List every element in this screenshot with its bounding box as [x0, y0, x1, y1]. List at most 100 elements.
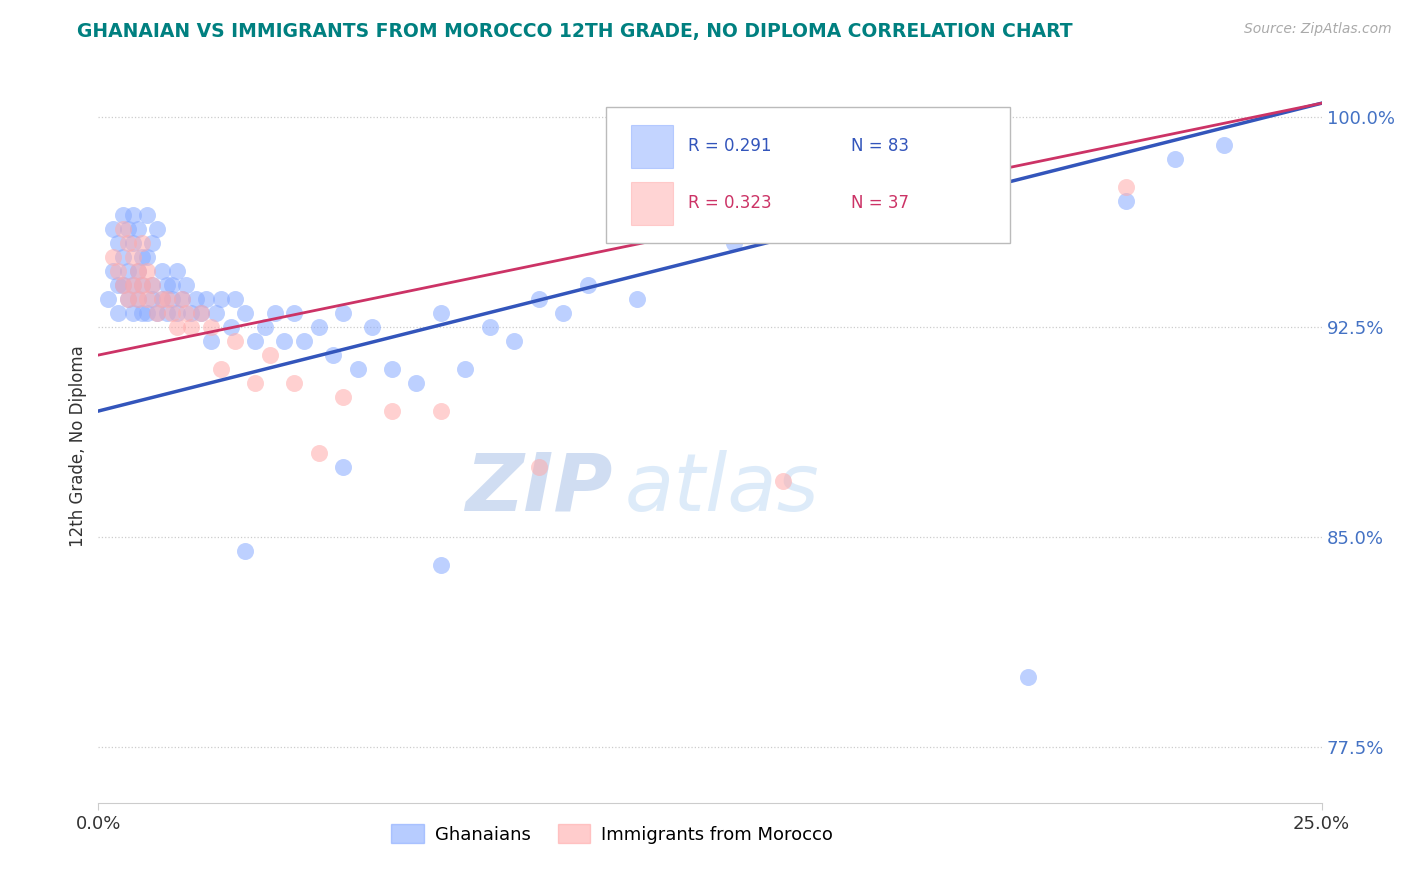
- Point: [136, 306, 159, 320]
- Point: [121, 250, 143, 264]
- Bar: [630, 125, 673, 168]
- Point: [1115, 180, 1137, 194]
- Text: atlas: atlas: [624, 450, 820, 528]
- Text: Source: ZipAtlas.com: Source: ZipAtlas.com: [1244, 22, 1392, 37]
- Point: [576, 278, 599, 293]
- Point: [195, 292, 218, 306]
- Point: [200, 320, 222, 334]
- Legend: Ghanaians, Immigrants from Morocco: Ghanaians, Immigrants from Morocco: [384, 817, 841, 851]
- Text: N = 37: N = 37: [851, 194, 908, 212]
- Point: [273, 334, 295, 348]
- Point: [127, 264, 149, 278]
- Point: [170, 292, 193, 306]
- Point: [243, 376, 266, 390]
- Point: [219, 320, 242, 334]
- Point: [156, 278, 179, 293]
- Point: [1115, 194, 1137, 208]
- Point: [111, 278, 134, 293]
- Point: [821, 194, 844, 208]
- Point: [111, 222, 134, 236]
- Point: [503, 334, 526, 348]
- Point: [117, 222, 139, 236]
- Point: [127, 292, 149, 306]
- Bar: [630, 182, 673, 225]
- Point: [107, 236, 129, 251]
- Point: [243, 334, 266, 348]
- Point: [263, 306, 285, 320]
- Point: [553, 306, 575, 320]
- Text: R = 0.291: R = 0.291: [688, 137, 772, 155]
- Point: [1164, 152, 1187, 166]
- Point: [224, 334, 246, 348]
- Point: [253, 320, 276, 334]
- Point: [430, 306, 453, 320]
- Point: [176, 278, 198, 293]
- Point: [117, 292, 139, 306]
- Point: [136, 264, 159, 278]
- Text: GHANAIAN VS IMMIGRANTS FROM MOROCCO 12TH GRADE, NO DIPLOMA CORRELATION CHART: GHANAIAN VS IMMIGRANTS FROM MOROCCO 12TH…: [77, 22, 1073, 41]
- Point: [117, 264, 139, 278]
- Text: ZIP: ZIP: [465, 450, 612, 528]
- Point: [160, 278, 183, 293]
- Point: [101, 250, 124, 264]
- Point: [224, 292, 246, 306]
- Point: [131, 278, 153, 293]
- Point: [150, 292, 173, 306]
- Point: [127, 222, 149, 236]
- Point: [308, 320, 330, 334]
- Point: [141, 278, 163, 293]
- Point: [107, 264, 129, 278]
- Point: [131, 278, 153, 293]
- Point: [920, 180, 942, 194]
- Point: [209, 362, 232, 376]
- Point: [131, 236, 153, 251]
- Point: [121, 278, 143, 293]
- Point: [131, 306, 153, 320]
- Point: [156, 292, 179, 306]
- FancyBboxPatch shape: [606, 107, 1010, 243]
- Point: [166, 306, 188, 320]
- Point: [292, 334, 315, 348]
- Point: [101, 264, 124, 278]
- Point: [146, 222, 169, 236]
- Point: [131, 250, 153, 264]
- Point: [772, 474, 794, 488]
- Point: [205, 306, 228, 320]
- Point: [283, 306, 305, 320]
- Point: [121, 306, 143, 320]
- Point: [527, 460, 550, 475]
- Point: [166, 320, 188, 334]
- Point: [381, 362, 404, 376]
- Point: [190, 306, 212, 320]
- Y-axis label: 12th Grade, No Diploma: 12th Grade, No Diploma: [69, 345, 87, 547]
- Point: [259, 348, 281, 362]
- Point: [101, 222, 124, 236]
- Point: [160, 292, 183, 306]
- Point: [1212, 138, 1234, 153]
- Point: [332, 306, 354, 320]
- Point: [180, 306, 202, 320]
- Point: [136, 250, 159, 264]
- Point: [141, 236, 163, 251]
- Point: [156, 306, 179, 320]
- Point: [111, 208, 134, 222]
- Point: [121, 236, 143, 251]
- Point: [454, 362, 477, 376]
- Point: [332, 390, 354, 404]
- Point: [117, 292, 139, 306]
- Point: [150, 292, 173, 306]
- Point: [430, 558, 453, 572]
- Point: [111, 250, 134, 264]
- Point: [160, 306, 183, 320]
- Point: [136, 292, 159, 306]
- Point: [176, 306, 198, 320]
- Point: [430, 404, 453, 418]
- Point: [127, 264, 149, 278]
- Point: [361, 320, 384, 334]
- Point: [209, 292, 232, 306]
- Point: [166, 264, 188, 278]
- Point: [1017, 670, 1039, 684]
- Point: [180, 320, 202, 334]
- Point: [478, 320, 501, 334]
- Point: [233, 306, 256, 320]
